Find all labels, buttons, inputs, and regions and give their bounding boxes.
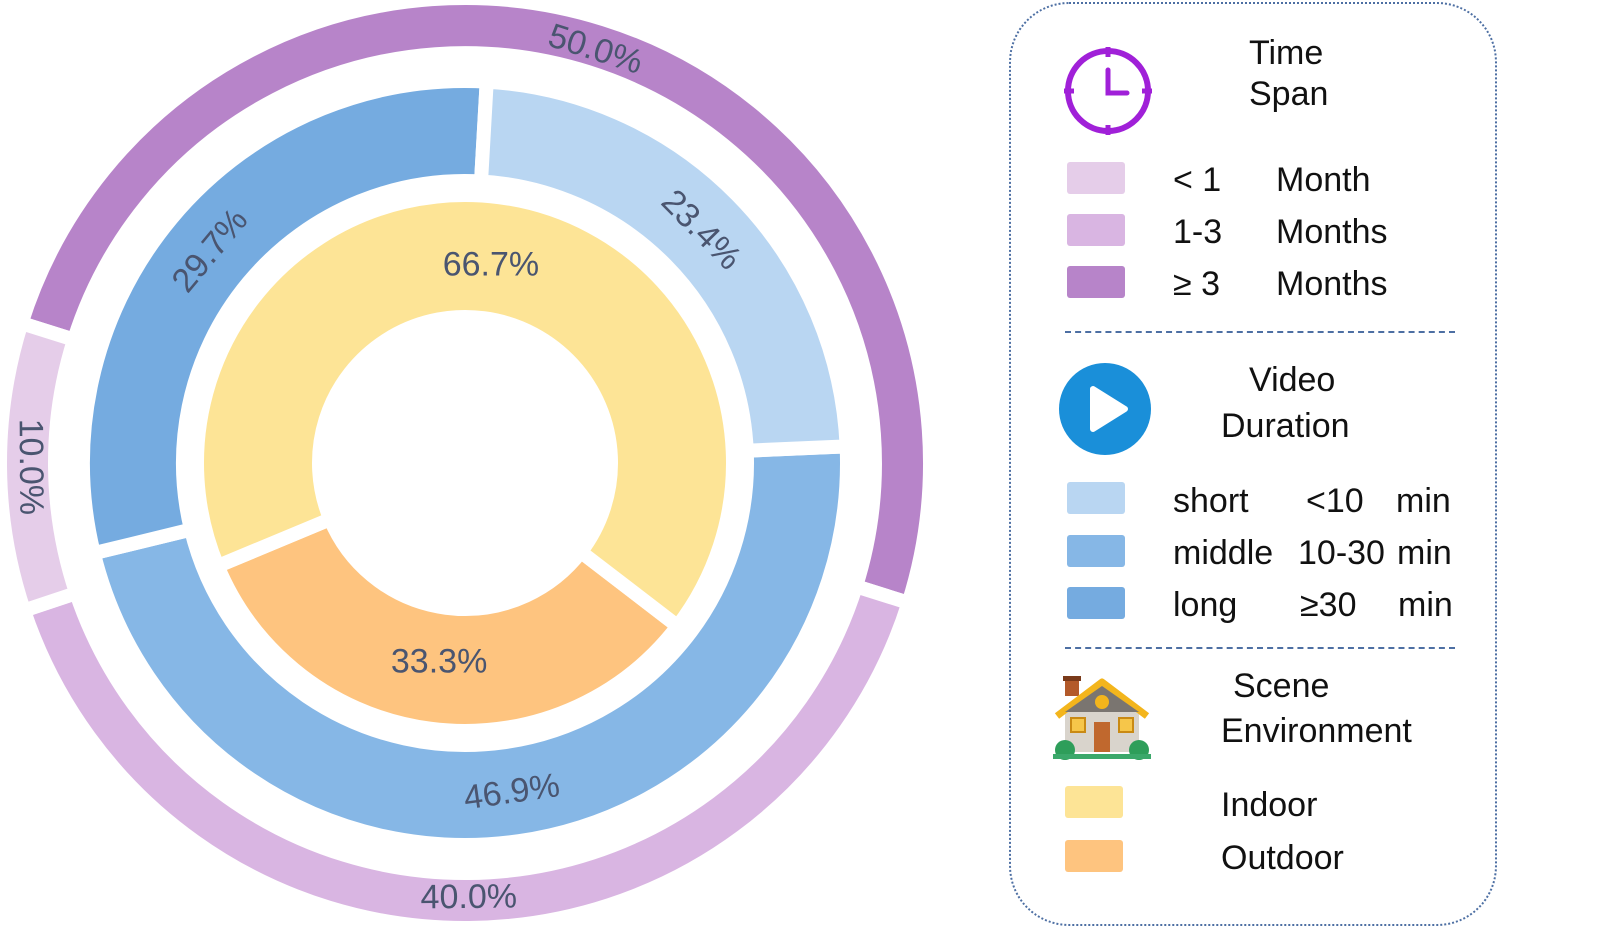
slice-scene-environment-1 (190, 188, 740, 636)
slice-time-span-2 (0, 314, 86, 620)
legend-lt1-range: < 1 (1173, 161, 1222, 199)
slice-video-duration-2 (473, 74, 854, 458)
slice-label-time-span-2: 10.0% (12, 418, 51, 515)
legend-middle-unit: min (1397, 534, 1452, 572)
time-span-title-line2: Span (1249, 75, 1329, 113)
swatch-lt1-month (1067, 162, 1125, 194)
scene-environment-title-line1: Scene (1233, 667, 1330, 705)
legend-1-3-range: 1-3 (1173, 213, 1223, 251)
time-span-ring (0, 0, 930, 928)
video-duration-ring (76, 74, 854, 852)
clock-icon (1064, 47, 1152, 135)
slice-video-duration-1 (76, 74, 495, 562)
swatch-outdoor (1065, 840, 1123, 872)
play-icon (1059, 363, 1151, 455)
video-duration-title-line2: Duration (1221, 407, 1350, 445)
legend-short-unit: min (1396, 482, 1451, 520)
swatch-indoor (1065, 786, 1123, 818)
swatch-long (1067, 587, 1125, 619)
legend-ge3-unit: Months (1276, 265, 1388, 303)
legend-separator-1 (1065, 331, 1455, 333)
slice-scene-environment-0 (208, 510, 688, 738)
legend-1-3-unit: Months (1276, 213, 1388, 251)
legend-short-label: short (1173, 482, 1249, 520)
legend-long-unit: min (1398, 586, 1453, 624)
legend-indoor-label: Indoor (1221, 786, 1318, 824)
slice-label-scene-environment-1: 66.7% (443, 246, 539, 284)
legend-long-range: ≥30 (1300, 586, 1357, 624)
legend-long-label: long (1173, 586, 1238, 624)
legend-outdoor-label: Outdoor (1221, 839, 1344, 877)
slice-video-duration-0 (85, 439, 854, 852)
swatch-middle (1067, 535, 1125, 567)
legend-middle-label: middle (1173, 534, 1274, 572)
swatch-1-3-months (1067, 214, 1125, 246)
legend-short-range: <10 (1306, 482, 1364, 520)
video-duration-title-line1: Video (1249, 361, 1336, 399)
time-span-title-line1: Time (1249, 34, 1324, 72)
legend-lt1-unit: Month (1276, 161, 1371, 199)
legend-panel (1009, 2, 1497, 926)
swatch-short (1067, 482, 1125, 514)
slice-time-span-0 (12, 0, 937, 612)
nested-donut-chart: 50.0%40.0%10.0%46.9%29.7% 23.4%33.3%66.7% (0, 0, 930, 928)
scene-environment-ring (190, 188, 740, 738)
legend-middle-range: 10-30 (1298, 534, 1385, 572)
legend-ge3-range: ≥ 3 (1173, 265, 1221, 303)
slice-label-time-span-1: 40.0% (420, 878, 517, 917)
slice-label-scene-environment-0: 33.3% (391, 642, 487, 680)
scene-environment-title-line2: Environment (1221, 712, 1412, 750)
legend-separator-2 (1065, 647, 1455, 649)
house-icon (1053, 676, 1151, 760)
swatch-ge3-months (1067, 266, 1125, 298)
